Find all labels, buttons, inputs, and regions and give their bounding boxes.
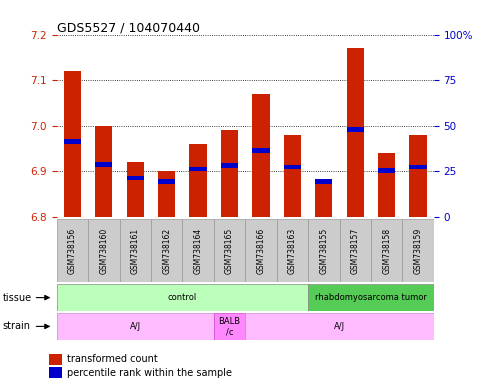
- Bar: [127, 176, 144, 180]
- Text: transformed count: transformed count: [67, 354, 157, 364]
- Bar: [64, 71, 81, 217]
- Bar: [284, 135, 301, 217]
- Bar: [127, 162, 144, 217]
- Bar: [315, 179, 332, 184]
- Bar: [347, 48, 364, 217]
- Bar: [57, 313, 214, 340]
- Bar: [158, 179, 176, 184]
- Bar: [57, 284, 308, 311]
- Bar: [402, 219, 434, 282]
- Bar: [119, 219, 151, 282]
- Text: GSM738162: GSM738162: [162, 227, 171, 274]
- Bar: [95, 126, 112, 217]
- Text: strain: strain: [2, 321, 31, 331]
- Bar: [151, 219, 182, 282]
- Bar: [57, 219, 88, 282]
- Bar: [158, 171, 176, 217]
- Text: GSM738157: GSM738157: [351, 227, 360, 274]
- Text: GSM738161: GSM738161: [131, 227, 140, 274]
- Text: tissue: tissue: [2, 293, 32, 303]
- Bar: [245, 313, 434, 340]
- Bar: [252, 148, 270, 153]
- Bar: [347, 127, 364, 132]
- Bar: [49, 367, 62, 378]
- Bar: [308, 284, 434, 311]
- Bar: [245, 219, 277, 282]
- Text: rhabdomyosarcoma tumor: rhabdomyosarcoma tumor: [315, 293, 427, 302]
- Text: GSM738163: GSM738163: [288, 227, 297, 274]
- Text: percentile rank within the sample: percentile rank within the sample: [67, 368, 232, 378]
- Bar: [189, 144, 207, 217]
- Text: GDS5527 / 104070440: GDS5527 / 104070440: [57, 21, 200, 34]
- Bar: [221, 163, 238, 168]
- Bar: [182, 219, 214, 282]
- Bar: [284, 164, 301, 169]
- Text: GSM738159: GSM738159: [414, 227, 423, 274]
- Text: control: control: [168, 293, 197, 302]
- Bar: [189, 167, 207, 171]
- Text: GSM738158: GSM738158: [382, 227, 391, 274]
- Bar: [95, 162, 112, 167]
- Bar: [49, 354, 62, 365]
- Bar: [252, 94, 270, 217]
- Text: GSM738155: GSM738155: [319, 227, 328, 274]
- Text: BALB
/c: BALB /c: [218, 317, 241, 336]
- Text: GSM738160: GSM738160: [99, 227, 108, 274]
- Text: GSM738166: GSM738166: [256, 227, 266, 274]
- Bar: [378, 168, 395, 173]
- Text: GSM738164: GSM738164: [194, 227, 203, 274]
- Bar: [378, 153, 395, 217]
- Bar: [221, 130, 238, 217]
- Bar: [410, 135, 427, 217]
- Text: A/J: A/J: [334, 322, 345, 331]
- Text: GSM738165: GSM738165: [225, 227, 234, 274]
- Text: A/J: A/J: [130, 322, 141, 331]
- Bar: [371, 219, 402, 282]
- Bar: [277, 219, 308, 282]
- Text: GSM738156: GSM738156: [68, 227, 77, 274]
- Bar: [410, 164, 427, 169]
- Bar: [64, 139, 81, 144]
- Bar: [214, 313, 246, 340]
- Bar: [214, 219, 246, 282]
- Bar: [308, 219, 340, 282]
- Bar: [315, 180, 332, 217]
- Bar: [340, 219, 371, 282]
- Bar: [88, 219, 119, 282]
